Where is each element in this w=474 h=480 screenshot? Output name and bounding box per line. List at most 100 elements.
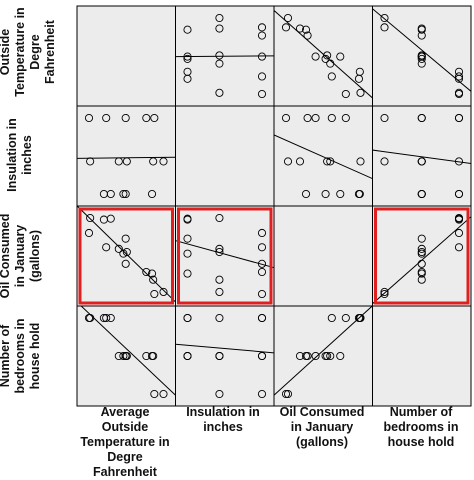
point-2-1-9 (183, 269, 192, 278)
point-0-3-9 (417, 25, 426, 34)
point-2-0-6 (86, 213, 95, 223)
point-2-3-12 (454, 215, 464, 224)
point-2-1-2 (257, 259, 267, 268)
point-2-1-12 (183, 215, 192, 224)
panel-1-0 (76, 105, 176, 207)
point-1-0-2 (121, 113, 130, 123)
point-0-2-12 (354, 74, 363, 83)
point-0-2-6 (356, 88, 365, 97)
point-3-1-6 (215, 313, 224, 323)
highlight-box-2-3 (374, 207, 470, 305)
point-3-2-3 (283, 389, 293, 399)
point-0-2-7 (341, 89, 350, 99)
point-1-2-10 (281, 113, 291, 123)
row-label-3: Number of bedrooms in house hold (0, 318, 42, 394)
point-2-3-0 (417, 234, 426, 243)
point-1-0-9 (147, 189, 157, 199)
point-2-3-2 (417, 259, 426, 268)
point-0-1-4 (215, 24, 224, 33)
point-1-0-6 (86, 157, 95, 166)
point-3-1-14 (257, 351, 267, 361)
point-2-3-4 (417, 275, 426, 284)
point-0-1-3 (215, 13, 224, 23)
point-3-2-14 (303, 351, 312, 361)
point-0-1-2 (257, 52, 267, 61)
point-0-2-5 (326, 59, 335, 68)
point-0-2-2 (311, 52, 320, 61)
point-3-2-2 (311, 351, 320, 361)
point-0-2-13 (321, 54, 330, 63)
point-2-3-5 (417, 244, 426, 253)
panel-2-1 (175, 205, 275, 307)
point-0-2-0 (336, 52, 345, 61)
point-2-1-8 (257, 243, 267, 252)
fit-line-3-1 (175, 343, 274, 354)
point-2-0-3 (159, 287, 168, 297)
point-0-1-9 (183, 25, 192, 34)
point-3-1-12 (183, 313, 192, 323)
point-3-0-13 (119, 351, 128, 361)
point-3-2-13 (321, 351, 330, 361)
row-label-1: Insulation in inches (5, 118, 34, 192)
point-0-2-14 (303, 31, 312, 40)
panel-2-2 (273, 205, 373, 307)
point-1-3-13 (417, 189, 426, 199)
point-3-2-7 (341, 313, 350, 323)
point-1-2-2 (311, 113, 320, 123)
point-1-0-12 (99, 189, 108, 199)
point-2-0-8 (102, 243, 111, 252)
point-2-0-2 (121, 259, 130, 268)
point-1-2-13 (321, 189, 330, 199)
panel-0-0 (76, 5, 176, 107)
col-label-3: Number of bedrooms in house hold (383, 405, 459, 449)
point-2-1-5 (215, 244, 224, 253)
point-3-1-13 (183, 351, 192, 361)
panel-3-1 (175, 305, 275, 407)
point-3-0-10 (150, 389, 159, 399)
point-0-3-10 (380, 23, 389, 32)
point-3-1-11 (215, 351, 224, 361)
row-label-2: Oil Consumed in January (gallons) (0, 213, 42, 299)
point-2-0-5 (114, 244, 123, 253)
point-1-2-6 (356, 157, 365, 166)
point-1-0-4 (149, 157, 158, 166)
point-0-1-12 (183, 74, 192, 83)
col-label-2: Oil Consumed in January (gallons) (279, 405, 365, 449)
point-1-0-5 (114, 157, 123, 166)
point-2-1-11 (215, 247, 224, 257)
point-2-1-13 (183, 249, 192, 258)
point-1-2-3 (283, 157, 293, 166)
point-0-2-9 (301, 25, 311, 34)
point-3-1-8 (257, 313, 267, 323)
point-2-3-14 (417, 267, 426, 277)
point-1-0-7 (84, 113, 94, 123)
point-0-1-13 (183, 54, 192, 63)
point-1-3-14 (417, 113, 426, 123)
point-0-3-7 (454, 89, 464, 99)
point-0-1-11 (215, 51, 224, 60)
panel-3-0 (76, 305, 176, 407)
point-1-0-3 (159, 157, 168, 166)
point-0-2-11 (323, 51, 332, 60)
point-0-1-8 (257, 72, 267, 81)
point-2-1-7 (257, 228, 267, 238)
point-2-0-14 (142, 267, 151, 277)
point-3-0-5 (114, 351, 123, 361)
point-2-0-7 (84, 228, 94, 238)
point-1-2-5 (326, 157, 335, 166)
point-1-2-9 (301, 189, 311, 199)
row-label-0: Average Outside Temperature in Degre Fah… (0, 7, 57, 97)
point-0-3-8 (454, 72, 464, 81)
point-2-0-12 (99, 215, 108, 224)
point-2-3-8 (454, 243, 464, 252)
point-2-1-4 (215, 275, 224, 284)
point-1-2-8 (327, 113, 336, 123)
point-0-2-10 (281, 23, 291, 32)
point-0-2-8 (327, 72, 336, 81)
point-2-1-6 (215, 213, 224, 223)
point-0-2-3 (283, 13, 293, 23)
point-1-3-6 (454, 157, 464, 166)
point-2-0-0 (121, 234, 130, 243)
point-3-0-9 (147, 351, 157, 361)
point-0-1-10 (257, 23, 267, 32)
